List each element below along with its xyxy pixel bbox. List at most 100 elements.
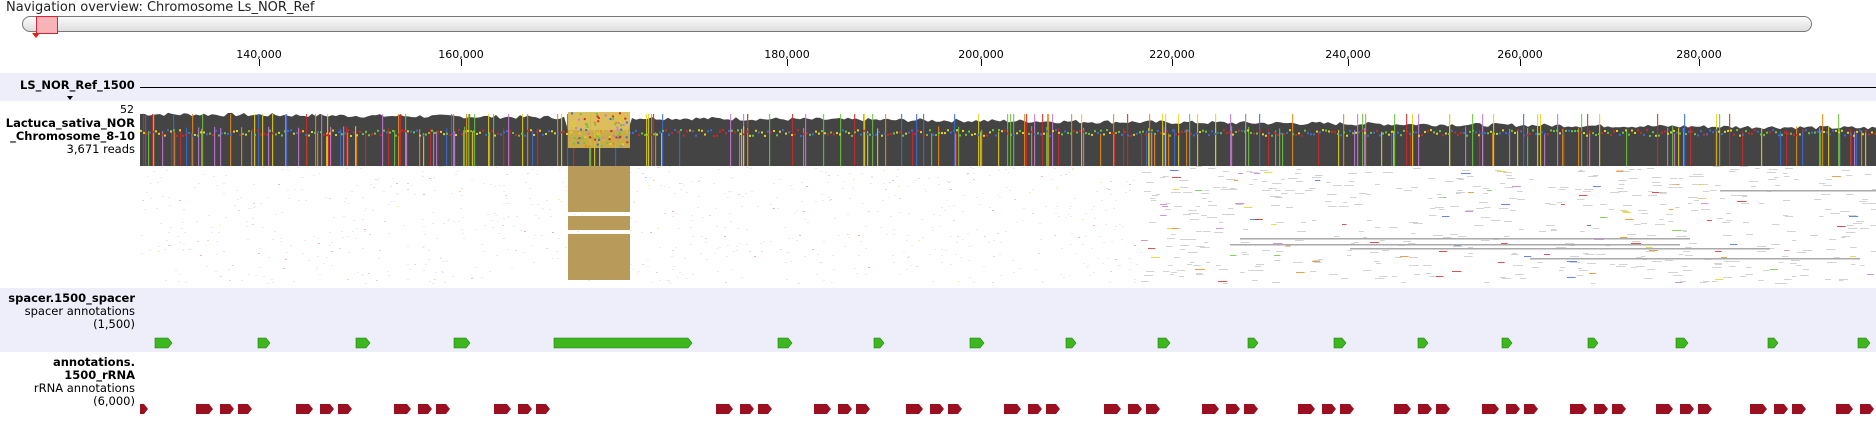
read-fragment — [1105, 210, 1107, 211]
repeat-noise — [620, 145, 623, 148]
read-fragment — [726, 256, 728, 257]
read-fragment — [272, 239, 274, 240]
coverage-noise — [1463, 131, 1465, 134]
read-fragment — [440, 257, 442, 258]
coverage-noise — [1247, 129, 1249, 132]
read-fragment — [1637, 169, 1642, 170]
read-alignments[interactable] — [140, 166, 1876, 286]
read-fragment — [1476, 208, 1484, 209]
read-fragment — [216, 185, 218, 186]
coverage-noise — [1760, 133, 1762, 136]
read-fragment — [761, 251, 763, 252]
viewport-start-marker[interactable] — [32, 33, 40, 38]
read-fragment — [524, 231, 526, 232]
ruler-tick — [787, 59, 788, 66]
read-fragment — [1707, 220, 1712, 221]
read-fragment — [397, 194, 399, 195]
read-fragment — [1851, 264, 1856, 265]
read-fragment — [906, 269, 908, 270]
read-fragment — [283, 268, 285, 269]
variant-column — [327, 114, 329, 166]
read-fragment — [490, 184, 492, 185]
read-fragment — [1791, 260, 1800, 261]
read-fragment — [966, 174, 968, 175]
variant-column — [1865, 130, 1867, 166]
read-fragment — [1305, 190, 1313, 191]
read-fragment — [1802, 275, 1809, 276]
read-fragment — [1078, 237, 1080, 238]
read-fragment — [1257, 270, 1264, 271]
variant-column — [493, 114, 495, 166]
read-fragment — [1222, 187, 1227, 188]
coverage-noise — [1763, 134, 1765, 137]
coverage-noise — [1580, 131, 1582, 134]
read-fragment — [492, 227, 494, 228]
read-fragment — [865, 274, 867, 275]
variant-column — [454, 131, 456, 166]
read-fragment — [491, 220, 493, 221]
coverage-noise — [1487, 132, 1489, 135]
read-fragment — [828, 197, 830, 198]
variant-column — [1822, 114, 1824, 166]
variant-column — [1412, 114, 1414, 166]
coverage-noise — [944, 132, 946, 135]
coverage-noise — [1565, 129, 1567, 132]
coverage-noise — [869, 133, 871, 136]
read-fragment — [1468, 253, 1474, 254]
read-fragment — [1423, 265, 1432, 266]
coverage-noise — [1712, 131, 1714, 134]
read-fragment — [648, 185, 650, 186]
read-fragment — [1681, 230, 1687, 231]
read-fragment — [1862, 199, 1868, 200]
coverage-noise — [845, 130, 847, 133]
read-fragment — [1216, 228, 1224, 229]
coverage-noise — [143, 131, 145, 134]
variant-column — [1544, 133, 1546, 166]
read-fragment — [253, 203, 255, 204]
read-fragment — [1860, 265, 1865, 266]
read-fragment — [1013, 168, 1015, 169]
repeat-noise — [579, 113, 582, 116]
coverage-plot[interactable] — [140, 104, 1876, 166]
triangle-down-icon[interactable] — [67, 96, 73, 100]
rrna-feature — [1698, 404, 1712, 414]
read-fragment — [532, 169, 534, 170]
read-fragment — [701, 236, 703, 237]
coverage-noise — [653, 133, 655, 136]
read-fragment — [973, 282, 975, 283]
variant-column — [1186, 129, 1188, 166]
navigation-scrollbar[interactable] — [22, 16, 1812, 32]
read-fragment — [551, 167, 553, 168]
variant-column — [1149, 114, 1151, 166]
read-fragment — [1618, 191, 1628, 192]
read-fragment — [442, 272, 444, 273]
read-fragment — [1783, 200, 1791, 201]
read-fragment — [669, 166, 671, 167]
coverage-noise — [485, 133, 487, 136]
read-fragment — [1783, 215, 1788, 216]
read-fragment — [272, 282, 274, 283]
variant-column — [186, 127, 188, 166]
variant-column — [230, 114, 232, 166]
coverage-noise — [356, 134, 358, 137]
coverage-noise — [1079, 129, 1081, 132]
read-fragment — [668, 171, 670, 172]
coverage-noise — [458, 129, 460, 132]
coverage-noise — [656, 133, 658, 136]
coverage-noise — [1310, 133, 1312, 136]
read-fragment — [1546, 225, 1555, 226]
variant-column — [1123, 128, 1125, 166]
read-fragment — [1591, 283, 1596, 284]
rrna-annotations[interactable] — [0, 400, 1876, 418]
navigation-viewport-window[interactable] — [36, 16, 58, 34]
coverage-noise — [644, 133, 646, 136]
read-fragment — [1111, 241, 1113, 242]
read-fragment — [1783, 173, 1788, 174]
variant-column — [272, 114, 274, 166]
spacer-annotations[interactable] — [0, 334, 1876, 352]
rrna-feature — [1028, 404, 1042, 414]
coverage-noise — [269, 129, 271, 132]
read-fragment — [342, 237, 344, 238]
read-fragment — [1567, 277, 1576, 278]
rrna-feature — [716, 404, 733, 414]
